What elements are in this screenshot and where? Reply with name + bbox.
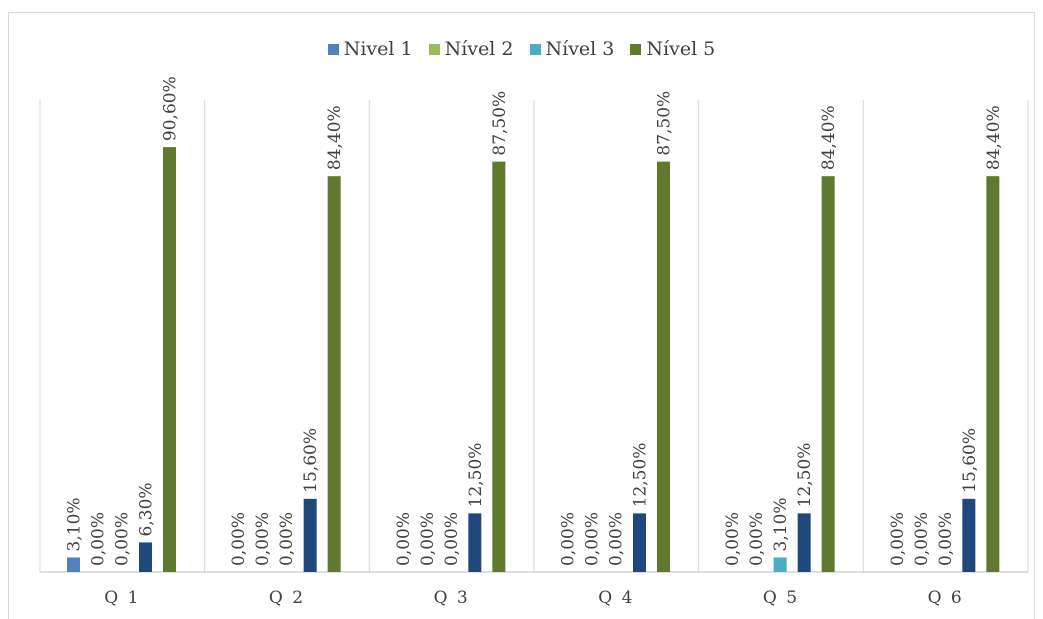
data-label: 3,10% <box>771 497 791 551</box>
data-label: 0,00% <box>747 512 767 566</box>
data-label: 12,50% <box>631 443 651 508</box>
bar <box>163 147 176 572</box>
bar <box>633 513 646 572</box>
bar <box>468 513 482 572</box>
legend-label: Nível 3 <box>545 38 615 60</box>
x-tick-label: Q 2 <box>269 588 305 608</box>
x-tick-label: Q 5 <box>763 588 799 608</box>
bar <box>821 176 835 572</box>
data-label: 84,40% <box>819 105 839 170</box>
x-tick-label: Q 4 <box>598 588 634 608</box>
legend-swatch <box>630 43 642 55</box>
bar <box>327 176 341 572</box>
data-label: 87,50% <box>490 91 510 156</box>
data-label: 0,00% <box>113 512 133 566</box>
data-label: 84,40% <box>984 105 1004 170</box>
bar <box>986 176 1000 572</box>
data-label: 0,00% <box>936 512 956 566</box>
bar <box>657 161 670 572</box>
data-label: 12,50% <box>795 443 815 508</box>
data-label: 87,50% <box>655 91 675 156</box>
data-label: 3,10% <box>65 497 85 551</box>
data-label: 0,00% <box>394 512 414 566</box>
legend-swatch <box>529 43 541 55</box>
bar <box>67 557 80 572</box>
bar <box>773 557 787 572</box>
x-tick-label: Q 3 <box>434 588 470 608</box>
data-label: 0,00% <box>229 512 249 566</box>
legend-label: Nível 2 <box>444 38 514 60</box>
data-label: 0,00% <box>583 512 603 566</box>
data-label: 0,00% <box>559 512 579 566</box>
legend-item: Nivel 1 <box>327 38 413 60</box>
data-label: 0,00% <box>89 512 109 566</box>
data-label: 0,00% <box>277 512 297 566</box>
data-label: 6,30% <box>137 482 157 536</box>
legend-item: Nível 3 <box>529 38 615 60</box>
bar <box>303 498 317 572</box>
data-label: 0,00% <box>418 512 438 566</box>
chart-legend: Nivel 1 Nível 2 Nível 3 Nível 5 <box>0 38 1043 60</box>
data-label: 0,00% <box>442 512 462 566</box>
legend-swatch <box>327 43 339 55</box>
legend-swatch <box>428 43 440 55</box>
x-tick-label: Q 6 <box>928 588 964 608</box>
data-label: 12,50% <box>466 443 486 508</box>
data-label: 90,60% <box>161 76 181 141</box>
x-tick-label: Q 1 <box>104 588 140 608</box>
data-label: 84,40% <box>325 105 345 170</box>
bar <box>492 161 506 572</box>
legend-item: Nível 2 <box>428 38 514 60</box>
data-label: 0,00% <box>723 512 743 566</box>
data-label: 15,60% <box>301 428 321 493</box>
bar <box>962 498 976 572</box>
data-label: 0,00% <box>912 512 932 566</box>
data-label: 0,00% <box>253 512 273 566</box>
legend-label: Nivel 1 <box>343 38 413 60</box>
bar <box>139 542 152 572</box>
data-label: 15,60% <box>960 428 980 493</box>
data-label: 0,00% <box>607 512 627 566</box>
data-label: 0,00% <box>888 512 908 566</box>
chart-frame <box>8 12 1035 619</box>
bar <box>797 513 811 572</box>
legend-label: Nível 5 <box>646 38 716 60</box>
legend-item: Nível 5 <box>630 38 715 60</box>
